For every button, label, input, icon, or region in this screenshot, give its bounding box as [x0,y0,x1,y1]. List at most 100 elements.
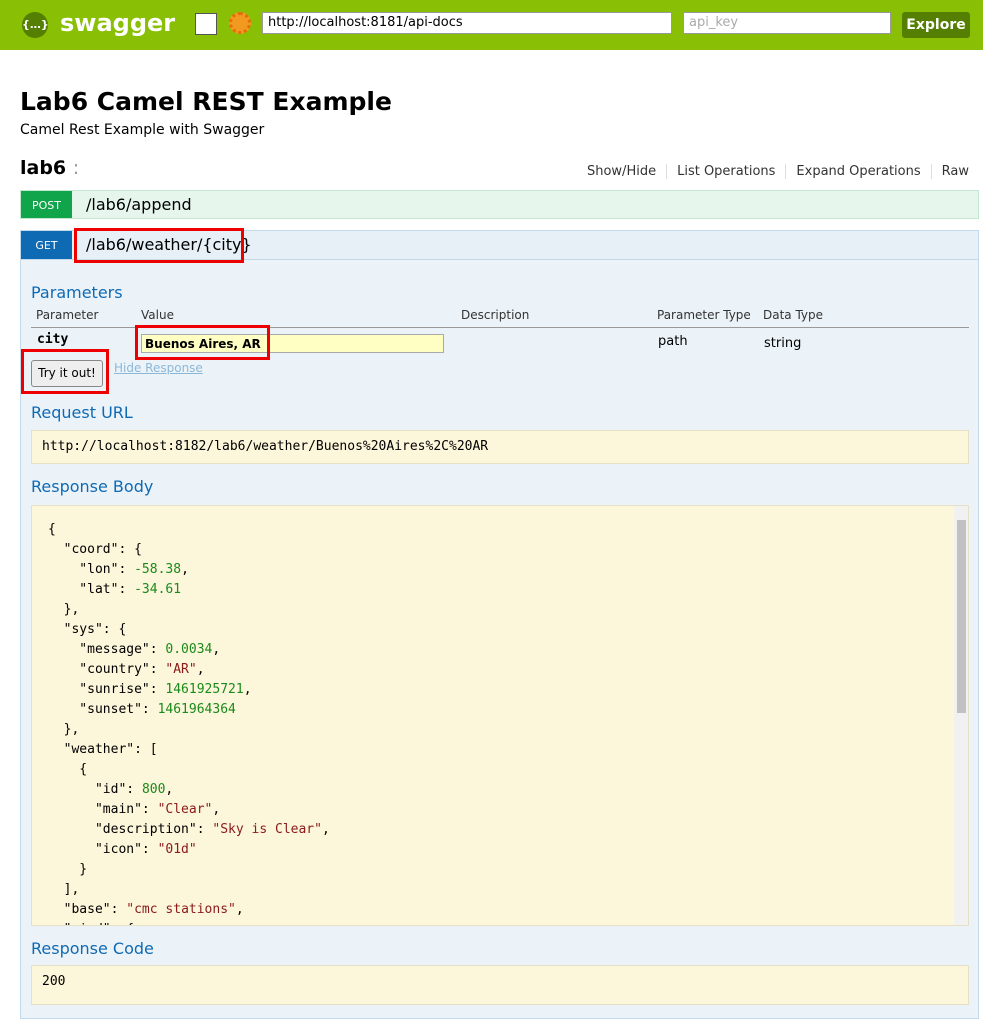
api-description: Camel Rest Example with Swagger [20,122,265,138]
param-type: path [658,334,688,349]
json-line: "base": "cmc stations", [48,900,330,920]
json-line: "icon": "01d" [48,840,330,860]
json-token: "lon" [48,562,119,577]
section-heading: Request URL [31,403,133,422]
json-token: "weather" [48,742,135,757]
hide-response-link[interactable]: Hide Response [114,361,203,375]
param-name: city [37,332,69,347]
json-token: "main" [48,802,142,817]
json-token: , [243,682,252,697]
json-token: "wind" [48,922,111,925]
column-header: Parameter [36,308,99,322]
operation-path[interactable]: /lab6/append [86,195,192,214]
url-input[interactable]: http://localhost:8181/api-docs [262,12,672,34]
tool-icon[interactable] [195,13,217,35]
json-token: : [102,622,119,637]
data-type: string [764,336,802,351]
request-url: http://localhost:8182/lab6/weather/Bueno… [31,430,969,464]
json-token: "coord" [48,542,119,557]
json-line: "id": 800, [48,780,330,800]
section-heading: Parameters [31,283,123,302]
settings-icon[interactable] [229,12,251,34]
json-token: , [165,782,174,797]
link[interactable]: Show/Hide [586,164,657,179]
link[interactable]: Expand Operations [785,164,930,179]
response-code: 200 [31,965,969,1005]
json-token: , [321,822,330,837]
json-token: : [141,802,158,817]
json-token: "description" [48,822,197,837]
top-bar: {…} swagger http://localhost:8181/api-do… [0,0,983,50]
json-token: : [126,782,142,797]
json-token: , [212,802,221,817]
json-line: "message": 0.0034, [48,640,330,660]
json-token: 0.0034 [165,642,213,657]
json-token: "message" [48,642,150,657]
json-token: "01d" [157,842,197,857]
json-token: : [141,842,158,857]
json-token: "Clear" [157,802,213,817]
json-token: , [196,662,205,677]
json-token: : [110,902,127,917]
json-text: { "coord": { "lon": -58.38, "lat": -34.6… [48,520,330,925]
json-token: : [111,922,127,925]
json-line: "coord": { [48,540,330,560]
json-line: { [48,762,88,777]
json-token: -58.38 [134,562,182,577]
operation-post[interactable]: POST /lab6/append [20,190,979,219]
explore-button[interactable]: Explore [902,12,970,38]
brand[interactable]: swagger [60,9,176,37]
json-line: }, [48,722,80,737]
json-token: "country" [48,662,150,677]
json-token: "sys" [48,622,103,637]
link[interactable]: Raw [930,164,969,179]
section-heading: Response Code [31,939,154,958]
json-token: "Sky is Clear" [212,822,322,837]
json-token: 1461964364 [157,702,236,717]
section-heading: Response Body [31,477,154,496]
highlight-box [74,228,244,263]
logo-icon[interactable]: {…} [22,12,49,38]
api-key-input[interactable]: api_key [683,12,891,34]
json-token: [ [149,742,158,757]
scroll-thumb[interactable] [957,520,966,713]
operation-get[interactable]: GET /lab6/weather/{city} [20,230,979,260]
operation-path[interactable]: /lab6/weather/{city} [86,235,252,254]
json-token: : [196,822,213,837]
json-line: "description": "Sky is Clear", [48,820,330,840]
json-token: "cmc stations" [126,902,236,917]
json-token: 1461925721 [165,682,244,697]
column-header: Data Type [763,308,824,322]
json-token: , [212,642,221,657]
json-token: : [118,542,135,557]
method-badge: GET [21,231,72,259]
try-button[interactable]: Try it out! [31,360,103,387]
json-token: "sunset" [48,702,142,717]
json-token: { [118,622,127,637]
column-header: Value [141,308,174,322]
json-line: "main": "Clear", [48,800,330,820]
resource-name[interactable]: lab6 [20,157,67,179]
json-token: "sunrise" [48,682,150,697]
json-line: } [48,862,88,877]
param-input[interactable]: Buenos Aires, AR [141,334,444,353]
json-token: : [149,642,166,657]
json-token: : [141,702,158,717]
json-line: "sys": { [48,620,330,640]
link[interactable]: List Operations [666,164,785,179]
resource-heading: lab6 : [20,157,79,179]
json-token: , [235,902,244,917]
json-token: { [126,922,134,925]
json-line: "sunrise": 1461925721, [48,680,330,700]
json-line: "wind": { [48,920,330,925]
json-token: : [149,662,166,677]
json-token: { [134,542,142,557]
json-token: 800 [141,782,166,797]
response-body: { "coord": { "lon": -58.38, "lat": -34.6… [31,505,969,926]
api-title: Lab6 Camel REST Example [20,87,392,116]
json-line: }, [48,602,80,617]
json-token: -34.61 [134,582,182,597]
scrollbar[interactable] [954,506,968,925]
